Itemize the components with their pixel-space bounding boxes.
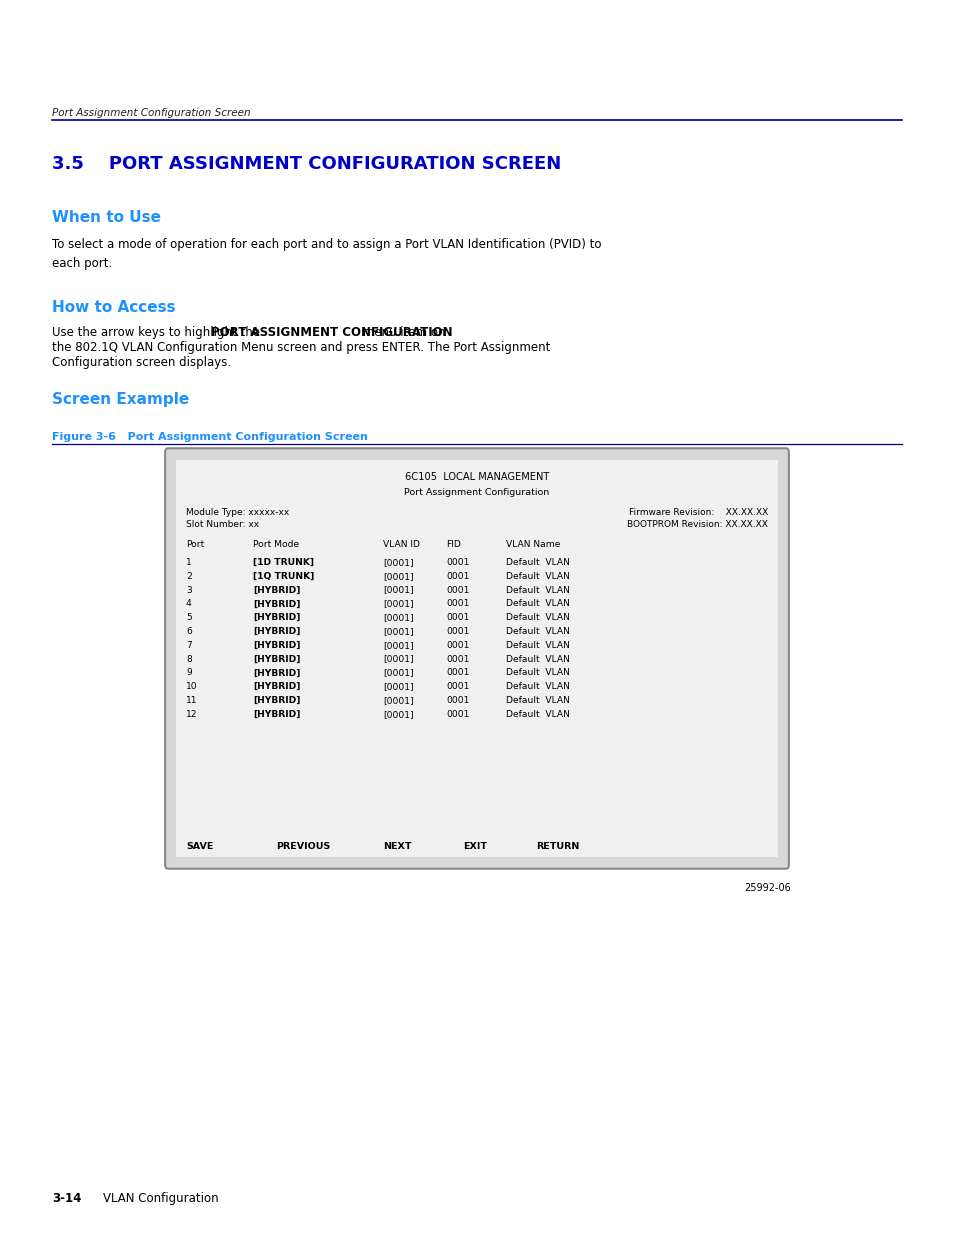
Text: 7: 7 (186, 641, 192, 650)
Text: [1Q TRUNK]: [1Q TRUNK] (253, 572, 314, 580)
Text: 3: 3 (186, 585, 192, 594)
Text: [HYBRID]: [HYBRID] (253, 710, 300, 719)
Text: VLAN Name: VLAN Name (505, 540, 559, 550)
Text: 0001: 0001 (446, 641, 469, 650)
Text: Slot Number: xx: Slot Number: xx (186, 520, 259, 529)
Text: [0001]: [0001] (382, 655, 414, 663)
Text: Default  VLAN: Default VLAN (505, 558, 569, 567)
Text: 9: 9 (186, 668, 192, 678)
Text: 3-14: 3-14 (52, 1192, 81, 1205)
Text: Firmware Revision:    XX.XX.XX: Firmware Revision: XX.XX.XX (628, 508, 767, 517)
Text: 0001: 0001 (446, 558, 469, 567)
Text: Figure 3-6   Port Assignment Configuration Screen: Figure 3-6 Port Assignment Configuration… (52, 432, 368, 442)
Text: 6C105  LOCAL MANAGEMENT: 6C105 LOCAL MANAGEMENT (404, 472, 549, 482)
Text: PREVIOUS: PREVIOUS (275, 842, 330, 851)
Text: Port Mode: Port Mode (253, 540, 299, 550)
FancyBboxPatch shape (175, 459, 778, 857)
Text: Port Assignment Configuration: Port Assignment Configuration (404, 488, 549, 496)
Text: When to Use: When to Use (52, 210, 161, 225)
Text: 0001: 0001 (446, 614, 469, 622)
Text: Default  VLAN: Default VLAN (505, 697, 569, 705)
Text: [HYBRID]: [HYBRID] (253, 627, 300, 636)
Text: VLAN Configuration: VLAN Configuration (103, 1192, 218, 1205)
Text: Default  VLAN: Default VLAN (505, 599, 569, 609)
Text: the 802.1Q VLAN Configuration Menu screen and press ENTER. The Port Assignment: the 802.1Q VLAN Configuration Menu scree… (52, 341, 550, 354)
Text: RETURN: RETURN (536, 842, 578, 851)
Text: [0001]: [0001] (382, 614, 414, 622)
Text: EXIT: EXIT (462, 842, 486, 851)
Text: SAVE: SAVE (186, 842, 213, 851)
Text: [0001]: [0001] (382, 558, 414, 567)
Text: BOOTPROM Revision: XX.XX.XX: BOOTPROM Revision: XX.XX.XX (626, 520, 767, 529)
Text: [HYBRID]: [HYBRID] (253, 655, 300, 663)
Text: Use the arrow keys to highlight the: Use the arrow keys to highlight the (52, 326, 263, 338)
Text: 0001: 0001 (446, 682, 469, 692)
Text: menu item on: menu item on (358, 326, 445, 338)
Text: VLAN ID: VLAN ID (382, 540, 419, 550)
Text: Default  VLAN: Default VLAN (505, 668, 569, 678)
Text: To select a mode of operation for each port and to assign a Port VLAN Identifica: To select a mode of operation for each p… (52, 238, 601, 270)
Text: 0001: 0001 (446, 585, 469, 594)
Text: Default  VLAN: Default VLAN (505, 641, 569, 650)
Text: Default  VLAN: Default VLAN (505, 614, 569, 622)
Text: Port Assignment Configuration Screen: Port Assignment Configuration Screen (52, 107, 251, 119)
Text: [0001]: [0001] (382, 572, 414, 580)
Text: Default  VLAN: Default VLAN (505, 627, 569, 636)
Text: 0001: 0001 (446, 710, 469, 719)
Text: 11: 11 (186, 697, 197, 705)
Text: 3.5    PORT ASSIGNMENT CONFIGURATION SCREEN: 3.5 PORT ASSIGNMENT CONFIGURATION SCREEN (52, 156, 560, 173)
Text: 12: 12 (186, 710, 197, 719)
Text: PORT ASSIGNMENT CONFIGURATION: PORT ASSIGNMENT CONFIGURATION (211, 326, 453, 338)
Text: How to Access: How to Access (52, 300, 175, 315)
Text: 25992-06: 25992-06 (743, 883, 790, 893)
Text: [HYBRID]: [HYBRID] (253, 599, 300, 609)
Text: 0001: 0001 (446, 655, 469, 663)
Text: [0001]: [0001] (382, 627, 414, 636)
Text: Default  VLAN: Default VLAN (505, 682, 569, 692)
Text: [0001]: [0001] (382, 668, 414, 678)
Text: 1: 1 (186, 558, 192, 567)
Text: 0001: 0001 (446, 572, 469, 580)
Text: 0001: 0001 (446, 627, 469, 636)
Text: 10: 10 (186, 682, 197, 692)
Text: 4: 4 (186, 599, 192, 609)
Text: [0001]: [0001] (382, 697, 414, 705)
Text: 0001: 0001 (446, 668, 469, 678)
Text: Default  VLAN: Default VLAN (505, 655, 569, 663)
Text: NEXT: NEXT (382, 842, 411, 851)
Text: [HYBRID]: [HYBRID] (253, 668, 300, 678)
Text: 5: 5 (186, 614, 192, 622)
Text: Module Type: xxxxx-xx: Module Type: xxxxx-xx (186, 508, 289, 517)
Text: 0001: 0001 (446, 599, 469, 609)
Text: 0001: 0001 (446, 697, 469, 705)
Text: [HYBRID]: [HYBRID] (253, 641, 300, 650)
Text: 6: 6 (186, 627, 192, 636)
Text: [HYBRID]: [HYBRID] (253, 614, 300, 622)
Text: [1D TRUNK]: [1D TRUNK] (253, 558, 314, 567)
Text: Screen Example: Screen Example (52, 391, 189, 408)
Text: Port: Port (186, 540, 204, 550)
FancyBboxPatch shape (165, 448, 788, 868)
Text: [0001]: [0001] (382, 682, 414, 692)
Text: FID: FID (446, 540, 460, 550)
Text: [0001]: [0001] (382, 585, 414, 594)
Text: [HYBRID]: [HYBRID] (253, 585, 300, 594)
Text: [0001]: [0001] (382, 641, 414, 650)
Text: [HYBRID]: [HYBRID] (253, 682, 300, 692)
Text: 2: 2 (186, 572, 192, 580)
Text: [HYBRID]: [HYBRID] (253, 697, 300, 705)
Text: Default  VLAN: Default VLAN (505, 585, 569, 594)
Text: Default  VLAN: Default VLAN (505, 710, 569, 719)
Text: Configuration screen displays.: Configuration screen displays. (52, 356, 231, 369)
Text: [0001]: [0001] (382, 710, 414, 719)
Text: [0001]: [0001] (382, 599, 414, 609)
Text: 8: 8 (186, 655, 192, 663)
Text: Default  VLAN: Default VLAN (505, 572, 569, 580)
